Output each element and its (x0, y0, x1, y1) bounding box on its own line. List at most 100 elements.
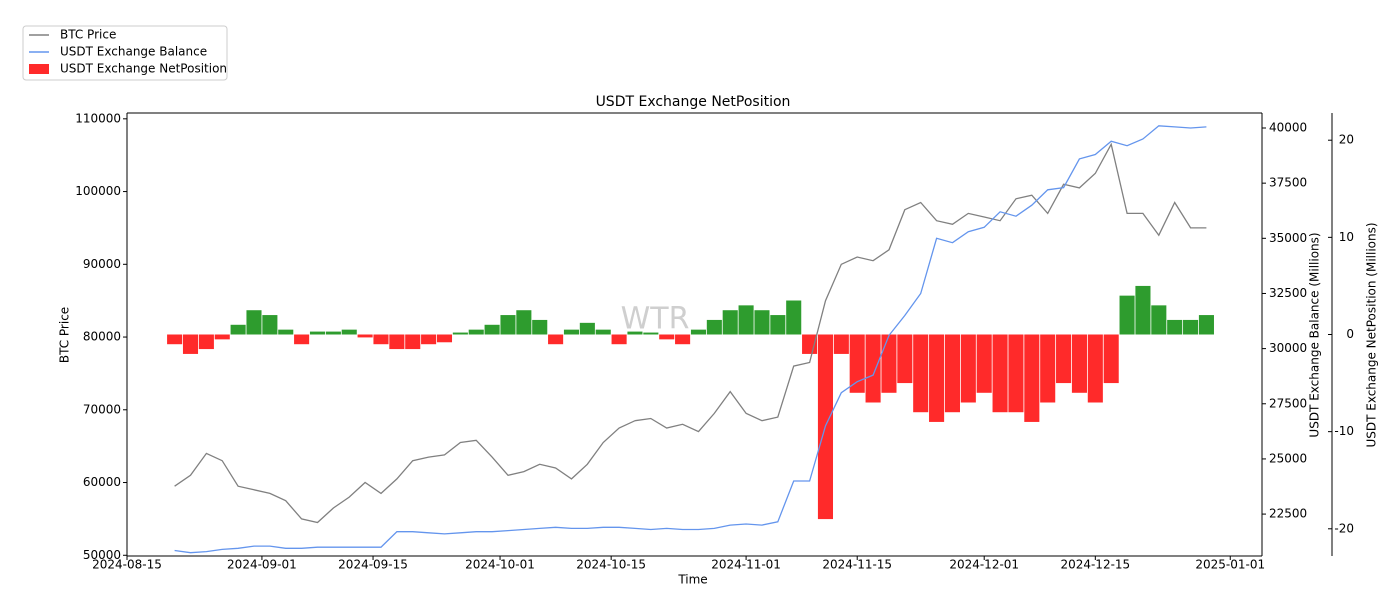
legend-swatch (29, 64, 49, 74)
net-position-bar (833, 334, 849, 354)
net-position-bar (627, 331, 643, 335)
legend-label: BTC Price (60, 28, 116, 42)
net-position-bar (913, 334, 929, 413)
y-tick-label: 80000 (83, 330, 121, 344)
y2-tick-label: 25000 (1269, 451, 1307, 465)
legend-label: USDT Exchange Balance (60, 45, 207, 59)
net-position-bar (278, 329, 294, 335)
net-position-bar (341, 329, 357, 335)
net-position-bar (167, 334, 183, 345)
x-tick-label: 2024-10-15 (576, 558, 646, 572)
x-tick-label: 2024-11-01 (711, 558, 781, 572)
x-tick-label: 2025-01-01 (1195, 558, 1265, 572)
y3-tick-label: 0 (1346, 327, 1354, 341)
net-position-bar (675, 334, 691, 345)
net-position-bar (1087, 334, 1103, 403)
y3-tick-label: -20 (1334, 521, 1354, 535)
y3-tick-label: 10 (1339, 230, 1354, 244)
y-tick-label: 60000 (83, 475, 121, 489)
x-tick-label: 2024-09-01 (227, 558, 297, 572)
net-position-bar (548, 334, 564, 345)
y-tick-label: 100000 (75, 184, 121, 198)
net-position-bar (976, 334, 992, 393)
net-position-bar (1167, 319, 1183, 335)
net-position-bar (262, 315, 278, 335)
net-position-bar (230, 324, 246, 335)
y-axis-label: BTC Price (58, 307, 72, 363)
y-tick-label: 110000 (75, 111, 121, 125)
net-position-bar (405, 334, 421, 350)
net-position-bar (611, 334, 627, 345)
net-position-bar (421, 334, 437, 345)
net-position-bar (1103, 334, 1119, 384)
y3-axis-label: USDT Exchange NetPosition (Millions) (1365, 222, 1379, 447)
net-position-bar (436, 334, 453, 343)
x-tick-label: 2024-12-01 (949, 558, 1019, 572)
net-position-bar (738, 305, 754, 335)
y2-tick-label: 22500 (1269, 507, 1307, 521)
net-position-bar (1040, 334, 1056, 403)
legend-box (22, 25, 228, 81)
y2-tick-label: 35000 (1269, 231, 1307, 245)
net-position-bar (325, 331, 341, 335)
chart-title: USDT Exchange NetPosition (596, 94, 791, 110)
net-position-bar (1071, 334, 1087, 393)
net-position-bar (944, 334, 960, 413)
net-position-bar (1183, 319, 1199, 335)
y2-tick-label: 40000 (1269, 121, 1307, 135)
net-position-bar (1119, 295, 1135, 335)
x-axis-label: Time (677, 573, 707, 587)
net-position-bar (563, 329, 580, 335)
net-position-bar (357, 334, 373, 338)
x-tick-label: 2024-09-15 (338, 558, 408, 572)
net-position-bar (992, 334, 1008, 413)
net-position-bar (182, 334, 199, 354)
net-position-bar (373, 334, 389, 345)
net-position-bar (1151, 305, 1167, 335)
y3-tick-label: 20 (1339, 133, 1354, 147)
net-position-bar (595, 329, 611, 335)
net-position-bar (198, 334, 214, 350)
net-position-bar (960, 334, 976, 403)
net-position-bar (849, 334, 865, 393)
net-position-bar (897, 334, 913, 384)
net-position-bar (246, 310, 262, 335)
y2-axis-label: USDT Exchange Balance (Millions) (1308, 232, 1322, 437)
y2-tick-label: 27500 (1269, 396, 1307, 410)
net-position-bar (1024, 334, 1040, 422)
net-position-bar (452, 332, 468, 335)
net-position-bar (389, 334, 405, 350)
net-position-bar (929, 334, 945, 422)
net-position-bar (532, 319, 548, 335)
net-position-bar (770, 315, 786, 335)
net-position-bar (214, 334, 230, 340)
watermark: WTR (621, 302, 690, 337)
y3-tick-label: -10 (1334, 424, 1354, 438)
net-position-bar (516, 310, 532, 335)
net-position-bar (706, 319, 722, 335)
x-tick-label: 2024-10-01 (465, 558, 535, 572)
legend-label: USDT Exchange NetPosition (60, 62, 227, 76)
net-position-bar (690, 329, 707, 335)
net-position-bar (484, 324, 500, 335)
net-position-bar (881, 334, 897, 393)
y-tick-label: 70000 (83, 402, 121, 416)
net-position-bar (643, 332, 659, 335)
net-position-bar (468, 329, 484, 335)
net-position-bar (294, 334, 310, 345)
net-position-bar (309, 331, 326, 335)
net-position-bar (722, 310, 738, 335)
net-position-bar (1198, 315, 1214, 335)
y2-tick-label: 30000 (1269, 341, 1307, 355)
y-tick-label: 50000 (83, 548, 121, 562)
y2-tick-label: 32500 (1269, 286, 1307, 300)
net-position-bar (865, 334, 881, 403)
x-tick-label: 2024-12-15 (1060, 558, 1130, 572)
x-tick-label: 2024-08-15 (92, 558, 162, 572)
x-tick-label: 2024-11-15 (822, 558, 892, 572)
series-line (174, 125, 1207, 554)
net-position-bar (579, 322, 595, 335)
net-position-bar (1135, 285, 1151, 335)
series-line (174, 142, 1207, 524)
